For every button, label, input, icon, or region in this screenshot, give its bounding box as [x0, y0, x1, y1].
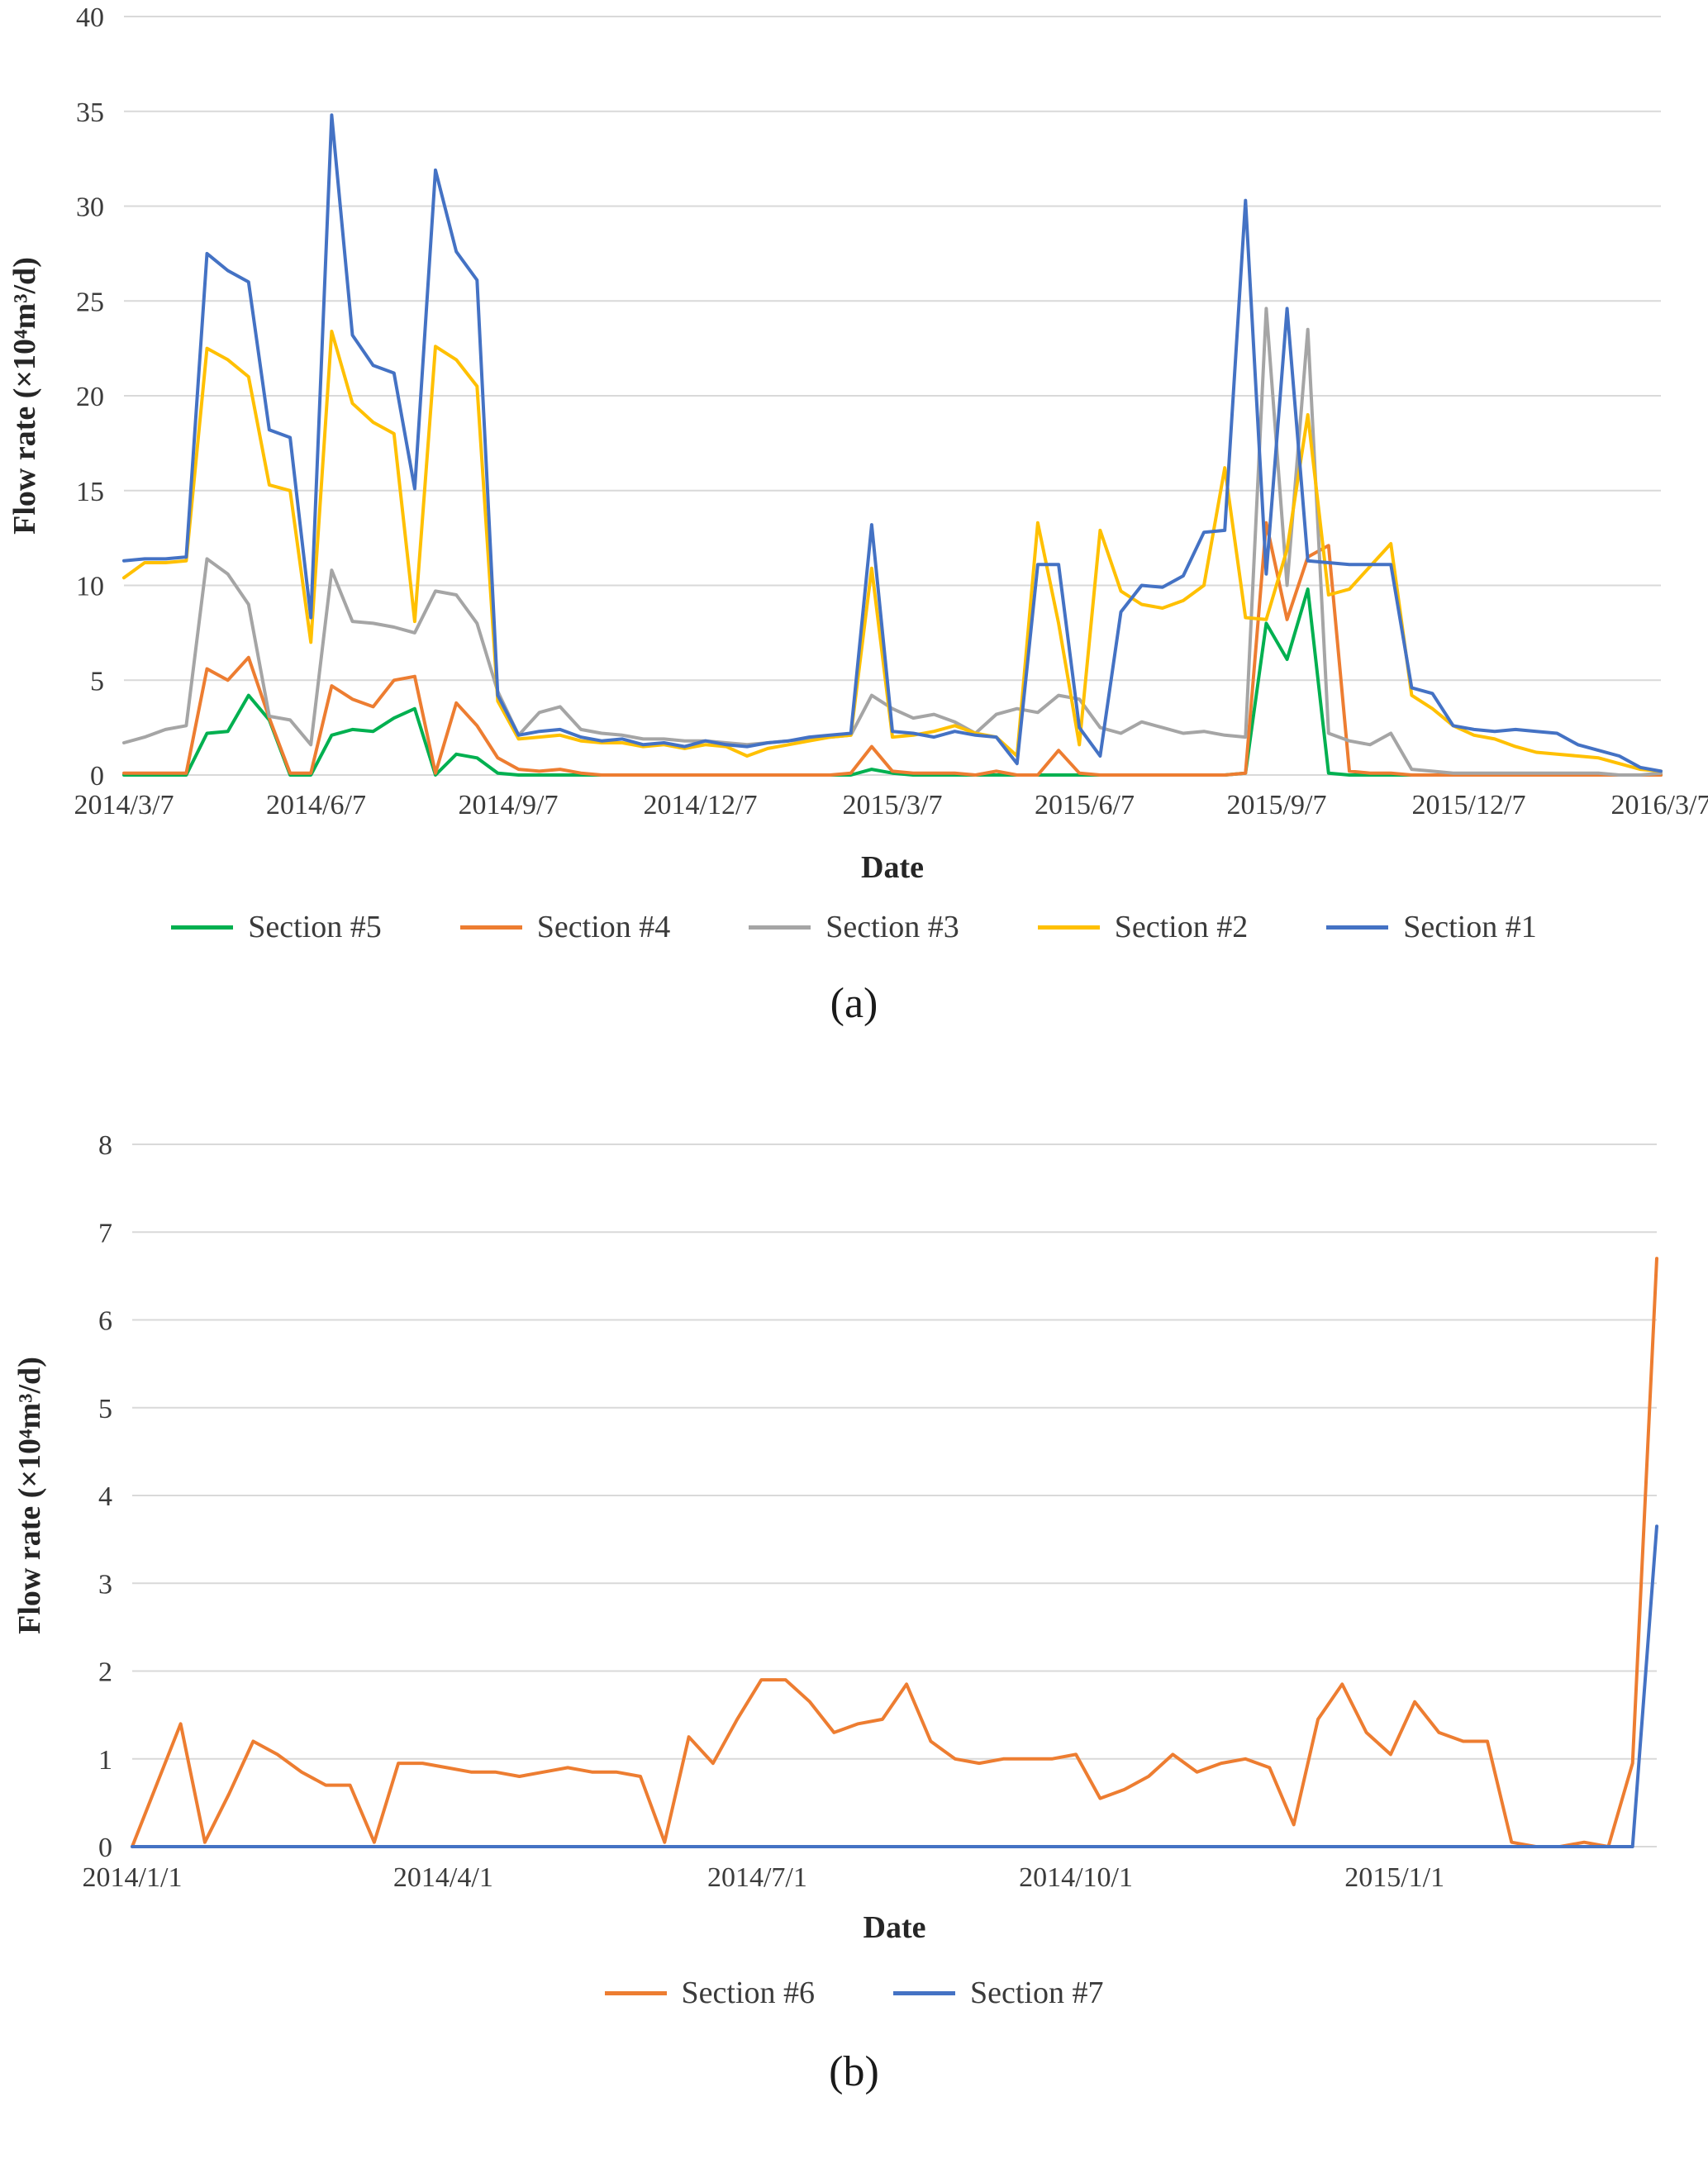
- x-tick-label: 2016/3/7: [1611, 790, 1708, 820]
- y-tick-label: 30: [76, 193, 104, 223]
- x-tick-label: 2015/1/1: [1344, 1862, 1444, 1893]
- y-tick-label: 35: [76, 97, 104, 128]
- y-tick-label: 0: [90, 761, 104, 792]
- y-tick-label: 2: [98, 1657, 112, 1688]
- y-tick-label: 4: [98, 1481, 112, 1512]
- legend-line-section-5-icon: [171, 925, 234, 930]
- x-axis-title: Date: [861, 850, 924, 885]
- legend-label-section-5: Section #5: [248, 910, 382, 944]
- y-tick-label: 20: [76, 382, 104, 412]
- legend-chart-a: Section #5 Section #4 Section #3 Section…: [0, 909, 1708, 945]
- legend-item-section-4: Section #4: [459, 909, 671, 945]
- legend-line-section-4-icon: [459, 925, 522, 930]
- x-tick-label: 2014/10/1: [1019, 1862, 1133, 1893]
- x-tick-label: 2014/3/7: [74, 790, 174, 820]
- x-tick-label: 2015/9/7: [1227, 790, 1327, 820]
- y-tick-label: 3: [98, 1569, 112, 1600]
- legend-item-section-3: Section #3: [749, 909, 959, 945]
- legend-item-section-6: Section #6: [604, 1975, 815, 2011]
- legend-line-section-1-icon: [1326, 925, 1389, 930]
- series-section-2: [122, 330, 1663, 773]
- y-axis-title: Flow rate (×10⁴m³/d): [12, 1357, 47, 1634]
- x-tick-label: 2015/12/7: [1412, 790, 1526, 820]
- y-tick-label: 40: [76, 2, 104, 33]
- x-tick-label: 2014/12/7: [644, 790, 758, 820]
- legend-label-section-6: Section #6: [681, 1976, 815, 2010]
- x-tick-label: 2014/4/1: [393, 1862, 493, 1893]
- legend-item-section-5: Section #5: [171, 909, 382, 945]
- chart-b-sections-6-7: 0 1 2 3 4 5 6 7 8 2014/1/1 2014/4/1 2014/7/1 2014/10…: [12, 1130, 1658, 1945]
- x-tick-label: 2014/6/7: [266, 790, 366, 820]
- x-tick-label: 2014/7/1: [707, 1862, 807, 1893]
- legend-line-section-2-icon: [1037, 925, 1100, 930]
- panel-b-label: (b): [829, 2048, 879, 2095]
- y-tick-label: 10: [76, 572, 104, 602]
- series-section-3: [122, 307, 1663, 777]
- legend-item-section-7: Section #7: [893, 1975, 1103, 2011]
- legend-item-section-2: Section #2: [1037, 909, 1249, 945]
- chart-a-sections-1-5: 0 5 10 15 20 25 30 35 40 2014/3/7 2014/6/7 2014/9/7…: [7, 2, 1708, 885]
- series-section-1: [122, 113, 1663, 773]
- legend-line-section-3-icon: [749, 925, 811, 930]
- legend-label-section-4: Section #4: [536, 910, 671, 944]
- legend-label-section-2: Section #2: [1114, 910, 1249, 944]
- legend-item-section-1: Section #1: [1326, 909, 1537, 945]
- legend-line-section-6-icon: [604, 1990, 667, 1995]
- y-tick-label: 1: [98, 1745, 112, 1776]
- legend-chart-b: Section #6 Section #7: [0, 1975, 1708, 2011]
- legend-label-section-1: Section #1: [1403, 910, 1537, 944]
- x-tick-label: 2015/3/7: [843, 790, 943, 820]
- series-section-5: [122, 587, 1663, 777]
- y-tick-label: 6: [98, 1306, 112, 1337]
- panel-a-label: (a): [830, 980, 878, 1027]
- legend-label-section-3: Section #3: [825, 910, 959, 944]
- y-tick-label: 5: [90, 666, 104, 697]
- series-section-7: [131, 1524, 1658, 1848]
- legend-label-section-7: Section #7: [970, 1976, 1104, 2010]
- x-axis-title: Date: [864, 1910, 926, 1945]
- y-tick-label: 8: [98, 1130, 112, 1161]
- y-tick-label: 25: [76, 287, 104, 317]
- x-tick-label: 2014/1/1: [83, 1862, 183, 1893]
- x-tick-label: 2015/6/7: [1035, 790, 1135, 820]
- series-section-6: [131, 1257, 1658, 1848]
- x-tick-label: 2014/9/7: [459, 790, 559, 820]
- y-tick-label: 0: [98, 1833, 112, 1863]
- y-tick-label: 7: [98, 1218, 112, 1248]
- series-section-4: [122, 521, 1663, 777]
- y-axis-title: Flow rate (×10⁴m³/d): [7, 257, 42, 535]
- y-tick-label: 15: [76, 477, 104, 507]
- legend-line-section-7-icon: [893, 1990, 955, 1995]
- y-tick-label: 5: [98, 1394, 112, 1424]
